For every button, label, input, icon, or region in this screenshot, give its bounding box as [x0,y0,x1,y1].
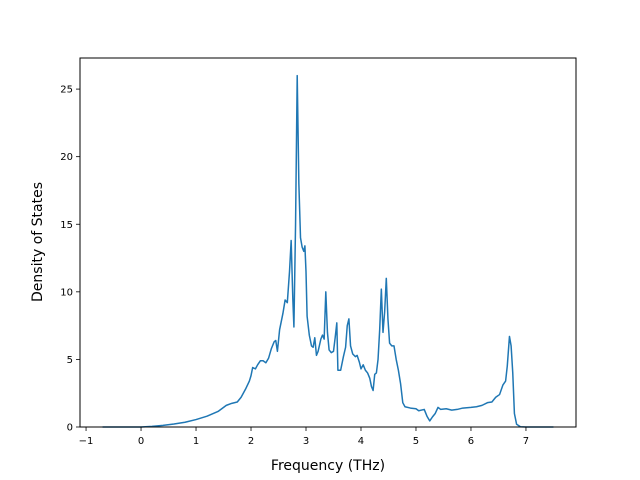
y-tick-label: 25 [60,85,73,96]
x-tick-label: 5 [413,436,419,447]
x-tick-label: 3 [303,436,309,447]
x-axis: −1 0 1 2 3 4 5 6 7 [79,427,529,447]
plot-area [79,57,577,428]
x-tick-label: 4 [358,436,364,447]
y-axis-label: Density of States [30,182,46,302]
y-tick-label: 20 [60,152,73,163]
y-axis: 0 5 10 15 20 25 [60,85,80,434]
y-tick-label: 10 [60,287,73,298]
y-tick-label: 5 [67,355,73,366]
y-tick-label: 15 [60,220,73,231]
y-tick-label: 0 [67,423,73,434]
x-tick-label: 2 [248,436,254,447]
dos-series-line [102,74,554,428]
x-axis-label: Frequency (THz) [271,458,385,474]
x-tick-label: −1 [79,436,94,447]
x-tick-label: 7 [523,436,529,447]
plot-frame [79,57,577,428]
x-tick-label: 0 [138,436,144,447]
x-tick-label: 1 [193,436,199,447]
x-tick-label: 6 [468,436,474,447]
